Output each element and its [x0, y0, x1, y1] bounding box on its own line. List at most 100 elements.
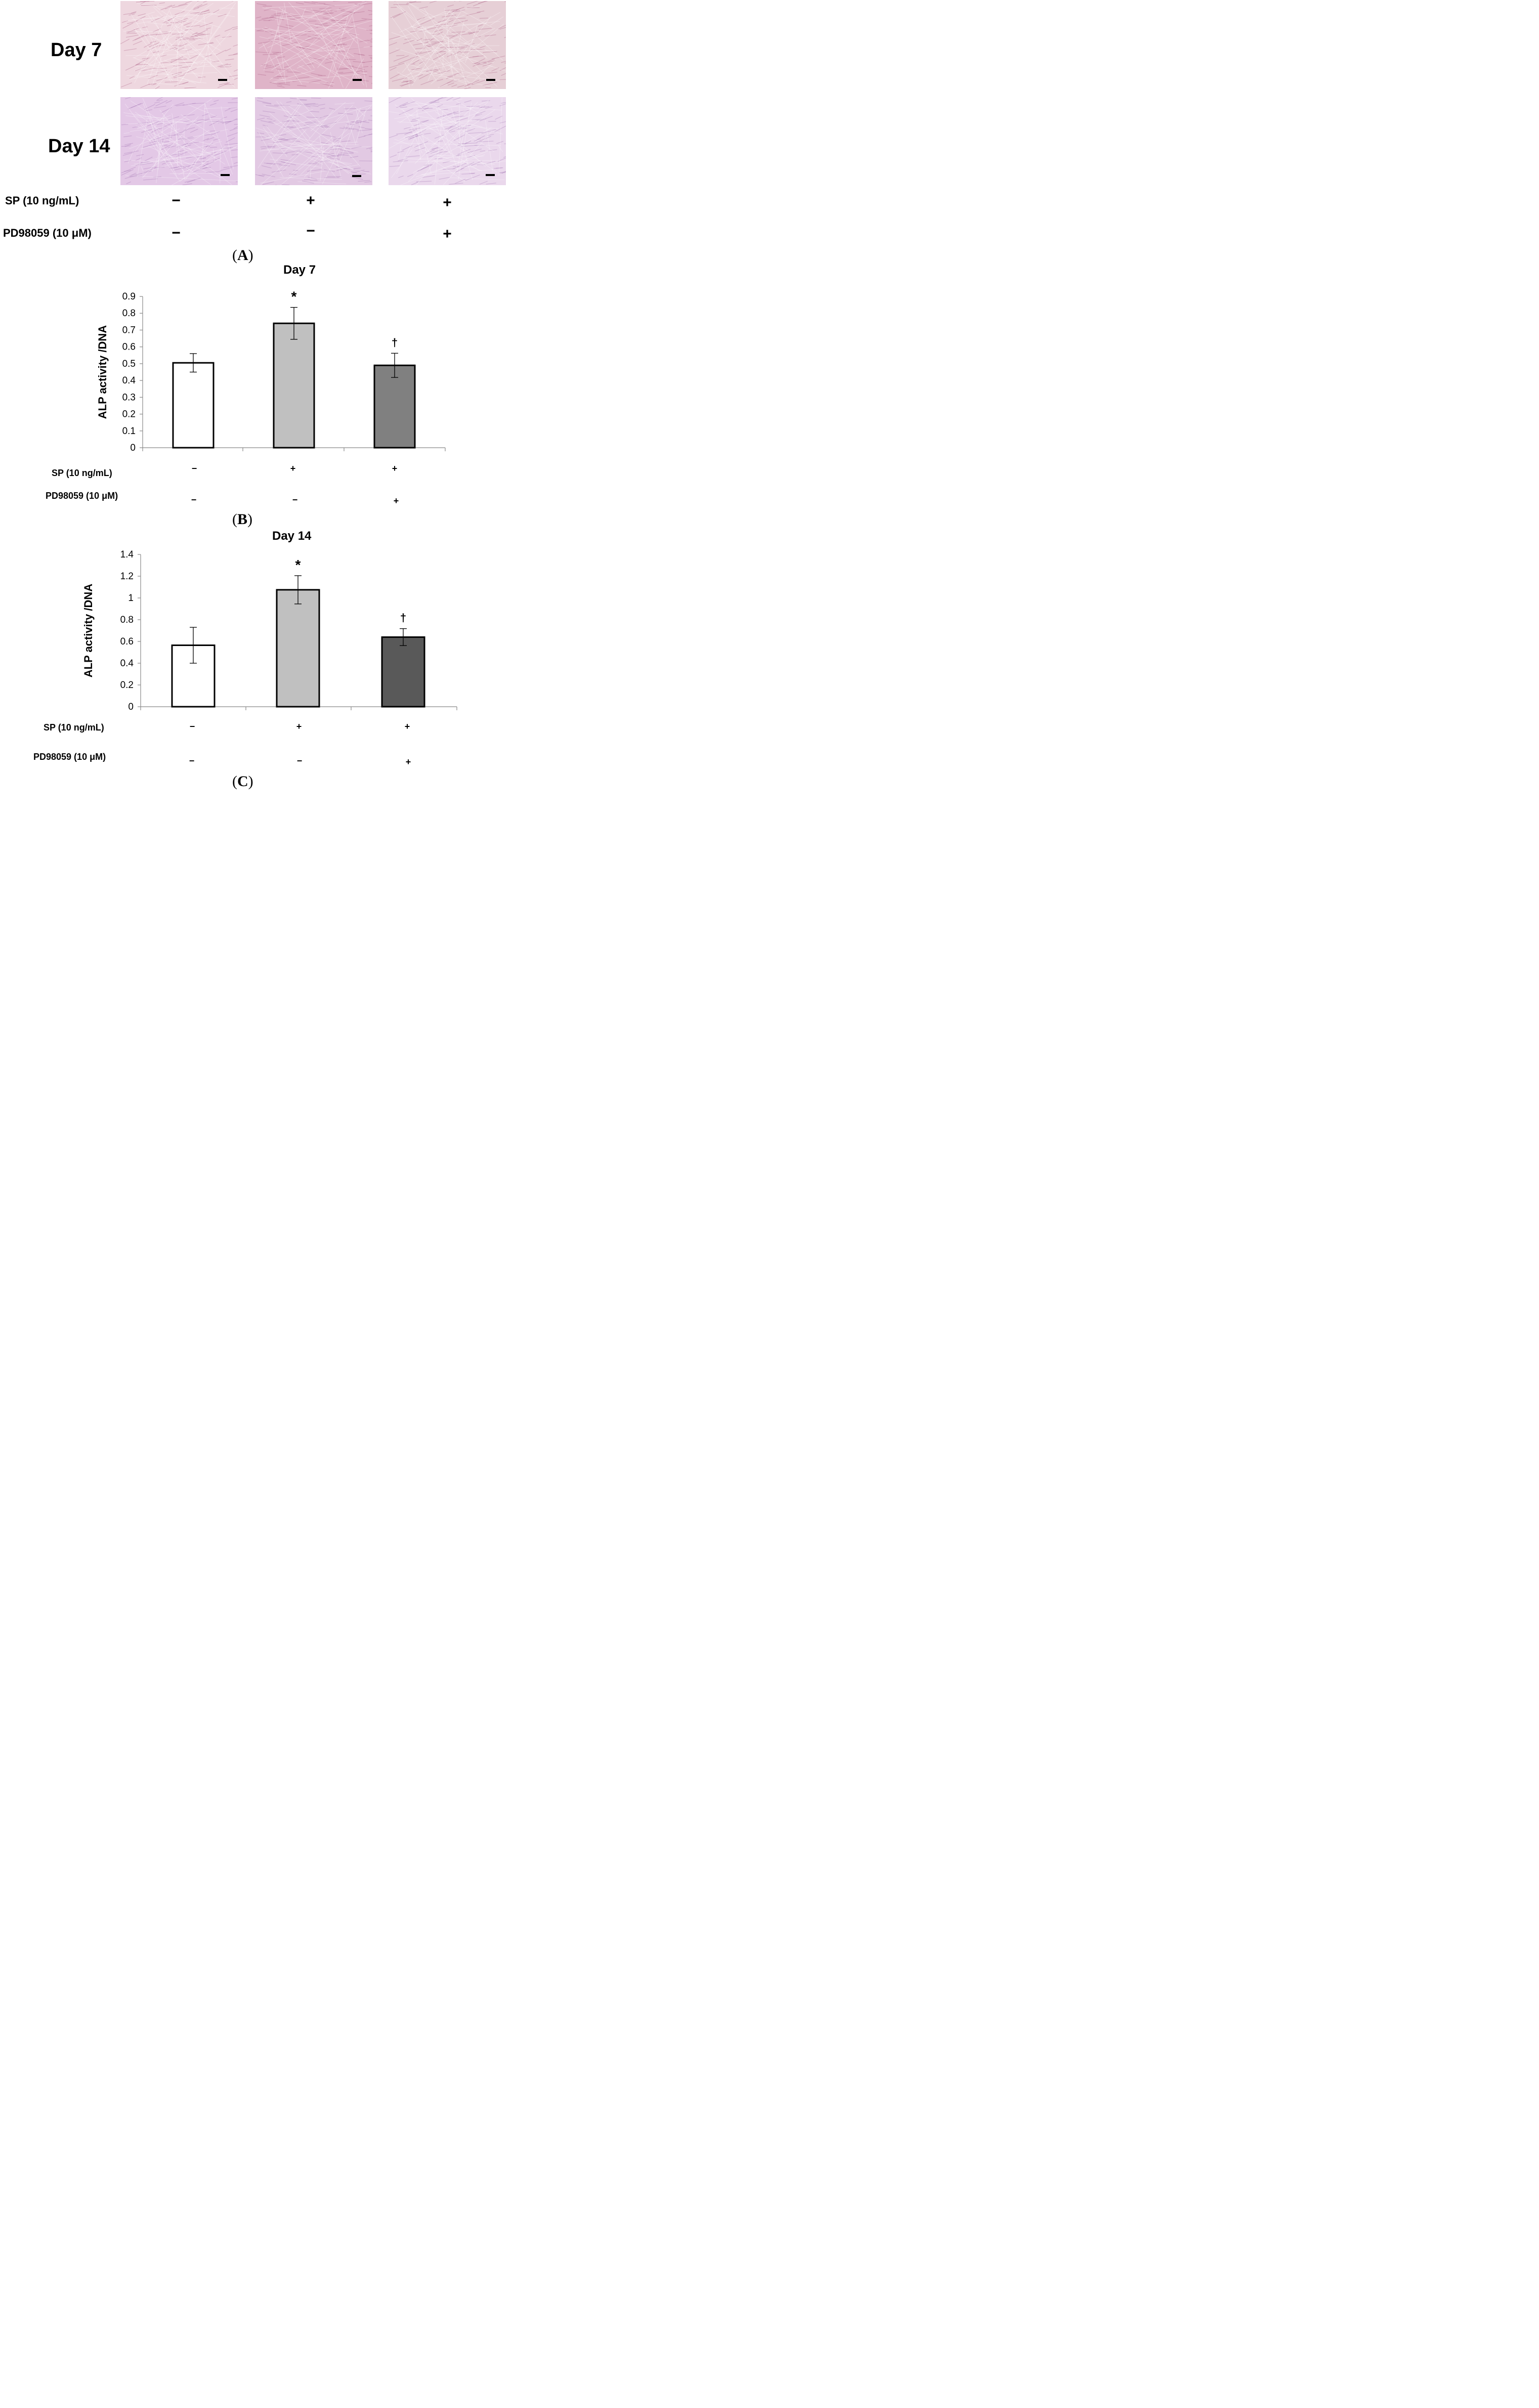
cell-fiber — [392, 77, 407, 82]
cell-fiber — [464, 83, 474, 87]
cell-fiber — [299, 46, 311, 48]
cell-highlight — [147, 37, 165, 84]
cell-fiber — [192, 32, 198, 35]
cell-fiber — [448, 24, 458, 28]
cell-fiber — [175, 18, 188, 24]
sp-sign-control: − — [191, 463, 197, 474]
cell-fiber — [389, 63, 405, 68]
cell-fiber — [150, 40, 156, 44]
cell-fiber — [447, 82, 454, 86]
cell-fiber — [420, 79, 434, 85]
cell-fiber — [143, 143, 157, 148]
cell-fiber — [419, 61, 425, 64]
cell-fiber — [418, 72, 432, 79]
cell-highlight — [449, 177, 505, 181]
cell-fiber — [206, 42, 214, 45]
cell-fiber — [268, 120, 276, 122]
cell-fiber — [350, 120, 361, 122]
cell-highlight — [402, 10, 456, 73]
cell-highlight — [204, 103, 233, 175]
cell-fiber — [494, 125, 506, 133]
cell-highlight — [393, 21, 447, 40]
y-tick-label: 0.5 — [122, 359, 136, 369]
cell-fiber — [418, 6, 428, 9]
cell-fiber — [336, 166, 351, 170]
cell-fiber — [401, 81, 414, 87]
cell-fiber — [449, 125, 461, 132]
bar — [172, 362, 215, 449]
cell-fiber — [272, 52, 283, 53]
cell-highlight — [276, 101, 337, 178]
cell-fiber — [461, 145, 478, 147]
cell-highlight — [124, 103, 173, 166]
cell-fiber — [169, 166, 178, 169]
cell-highlight — [293, 142, 352, 174]
cell-highlight — [300, 119, 358, 128]
cell-fiber — [306, 104, 319, 107]
cell-fiber — [120, 38, 130, 45]
cell-fiber — [160, 143, 173, 151]
cell-fiber — [457, 142, 467, 147]
cell-highlight — [149, 98, 212, 141]
cell-fiber — [155, 86, 160, 89]
cell-fiber — [224, 143, 238, 146]
cell-fiber — [406, 80, 412, 82]
cell-fiber — [157, 97, 163, 101]
cell-fiber — [304, 121, 318, 126]
cell-fiber — [409, 136, 418, 139]
cell-fiber — [436, 115, 444, 119]
cell-fiber — [343, 126, 359, 130]
cell-fiber — [234, 77, 238, 80]
cell-fiber — [286, 120, 294, 121]
cell-fiber — [199, 22, 213, 28]
cell-fiber — [364, 134, 372, 137]
cell-fiber — [187, 163, 202, 170]
cell-highlight — [159, 109, 197, 158]
cell-highlight — [263, 127, 287, 157]
cell-fiber — [144, 104, 155, 110]
cell-fiber — [273, 13, 283, 15]
cell-fiber — [419, 18, 435, 25]
cell-fiber — [189, 54, 199, 60]
cell-fiber — [426, 68, 441, 71]
cell-fiber — [213, 158, 221, 161]
cell-fiber — [134, 33, 149, 40]
cell-fiber — [416, 181, 432, 182]
cell-fiber — [197, 33, 210, 36]
cell-fiber — [476, 119, 482, 121]
cell-fiber — [138, 121, 152, 124]
cell-fiber — [135, 65, 149, 71]
cell-fiber — [428, 40, 443, 47]
cell-fiber — [447, 54, 452, 57]
cell-fiber — [413, 120, 428, 126]
cell-fiber — [499, 79, 506, 80]
cell-fiber — [361, 18, 372, 20]
cell-fiber — [127, 103, 141, 110]
cell-highlight — [432, 8, 452, 34]
y-tick-label: 0.4 — [120, 658, 134, 669]
cell-fiber — [320, 107, 325, 110]
cell-fiber — [264, 9, 271, 11]
cell-highlight — [415, 154, 485, 178]
cell-fiber — [351, 146, 362, 149]
cell-highlight — [305, 20, 372, 40]
cell-fiber — [332, 43, 345, 46]
cell-fiber — [152, 28, 161, 32]
cell-fiber — [398, 158, 408, 161]
cell-fiber — [445, 47, 451, 49]
cell-highlight — [142, 102, 166, 163]
cell-fiber — [437, 104, 443, 108]
pd-condition-label: PD98059 (10 μM) — [3, 227, 92, 239]
cell-fiber — [256, 132, 265, 134]
cell-fiber — [500, 172, 506, 174]
cell-fiber — [466, 106, 480, 107]
cell-fiber — [305, 104, 319, 105]
cell-highlight — [167, 2, 192, 25]
cell-highlight — [137, 118, 148, 177]
cell-fiber — [308, 163, 319, 164]
cell-fiber — [400, 106, 407, 108]
cell-fiber — [170, 56, 183, 63]
cell-fiber — [330, 157, 340, 160]
cell-fiber — [229, 127, 238, 132]
cell-highlight — [322, 149, 340, 185]
